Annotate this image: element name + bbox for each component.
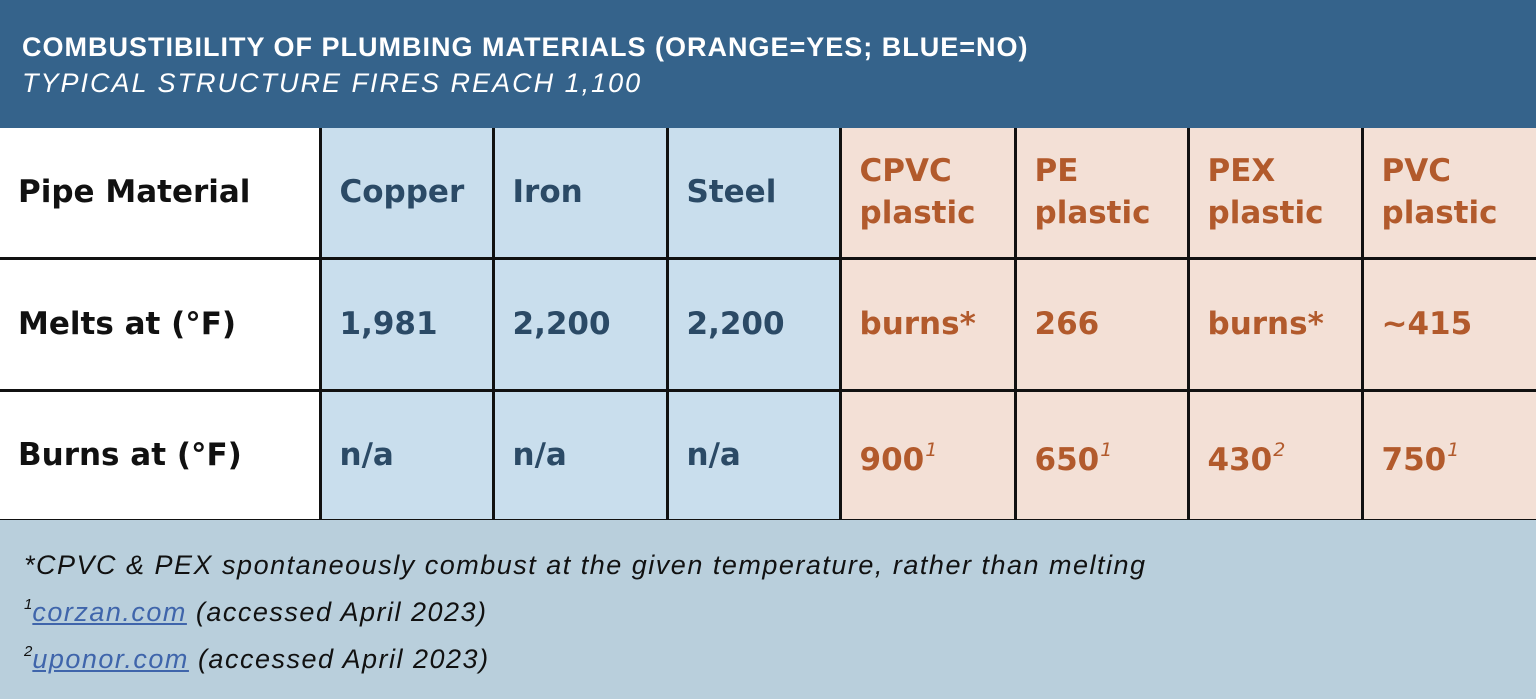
material-name: PEX: [1207, 153, 1276, 190]
uponor-link[interactable]: uponor.com: [32, 644, 189, 674]
footnote-ref: 1: [1447, 439, 1460, 461]
burns-cell-cpvc: 9001: [838, 388, 1017, 522]
table-title: COMBUSTIBILITY OF PLUMBING MATERIALS (OR…: [22, 32, 1029, 62]
materials-table: Pipe Material Copper Iron Steel CPVC plas…: [0, 128, 1536, 522]
material-name: PVC: [1381, 153, 1451, 190]
melts-cell-pe: 266: [1013, 256, 1190, 392]
row-label-material: Pipe Material: [0, 128, 322, 260]
material-name: Copper: [339, 174, 465, 211]
header-cell-cpvc: CPVC plastic: [838, 128, 1017, 260]
material-type: plastic: [1381, 195, 1498, 232]
burns-cell-pex: 4302: [1186, 388, 1364, 522]
footnote-1: 1corzan.com (accessed April 2023): [24, 585, 1536, 632]
melts-cell-iron: 2,200: [491, 256, 669, 392]
burn-temp: 900: [859, 442, 925, 478]
header-cell-pvc: PVC plastic: [1360, 128, 1536, 260]
burns-cell-copper: n/a: [318, 388, 495, 522]
burns-cell-pe: 6501: [1013, 388, 1190, 522]
material-name: Steel: [686, 174, 777, 211]
material-type: plastic: [1034, 195, 1151, 232]
row-label-burns: Burns at (°F): [0, 388, 322, 522]
burns-cell-steel: n/a: [665, 388, 842, 522]
footnote-asterisk: *CPVC & PEX spontaneously combust at the…: [24, 550, 1147, 580]
footnote-ref: 1: [1100, 439, 1113, 461]
footnote-number: 2: [24, 643, 33, 660]
header-cell-steel: Steel: [665, 128, 842, 260]
material-name: CPVC: [859, 153, 952, 190]
footnote-2: 2uponor.com (accessed April 2023): [24, 632, 1536, 679]
table-row-material: Pipe Material Copper Iron Steel CPVC plas…: [0, 128, 1536, 260]
header-cell-pe: PE plastic: [1013, 128, 1190, 260]
melts-cell-copper: 1,981: [318, 256, 495, 392]
burn-temp: 650: [1034, 442, 1100, 478]
material-name: PE: [1034, 153, 1079, 190]
melts-cell-steel: 2,200: [665, 256, 842, 392]
melts-cell-pex: burns*: [1186, 256, 1364, 392]
material-type: plastic: [859, 195, 976, 232]
melts-cell-pvc: ~415: [1360, 256, 1536, 392]
corzan-link[interactable]: corzan.com: [32, 597, 187, 627]
header-cell-pex: PEX plastic: [1186, 128, 1364, 260]
table-row-melts: Melts at (°F) 1,981 2,200 2,200 burns* 2…: [0, 256, 1536, 392]
footnotes: *CPVC & PEX spontaneously combust at the…: [0, 520, 1536, 699]
material-name: Iron: [512, 174, 583, 211]
footnote-ref: 2: [1273, 439, 1286, 461]
burns-cell-iron: n/a: [491, 388, 669, 522]
burn-temp: 750: [1381, 442, 1447, 478]
burn-temp: 430: [1207, 442, 1273, 478]
melts-cell-cpvc: burns*: [838, 256, 1017, 392]
material-type: plastic: [1207, 195, 1324, 232]
footnote-suffix: (accessed April 2023): [188, 644, 490, 674]
footnote-suffix: (accessed April 2023): [186, 597, 488, 627]
table-header: COMBUSTIBILITY OF PLUMBING MATERIALS (OR…: [0, 0, 1536, 128]
table-row-burns: Burns at (°F) n/a n/a n/a 9001 6501 4302…: [0, 388, 1536, 522]
header-cell-copper: Copper: [318, 128, 495, 260]
header-cell-iron: Iron: [491, 128, 669, 260]
row-label-melts: Melts at (°F): [0, 256, 322, 392]
footnote-number: 1: [24, 596, 33, 613]
table-subtitle: TYPICAL STRUCTURE FIRES REACH 1,100: [22, 68, 643, 98]
footnote-ref: 1: [925, 439, 938, 461]
burns-cell-pvc: 7501: [1360, 388, 1536, 522]
